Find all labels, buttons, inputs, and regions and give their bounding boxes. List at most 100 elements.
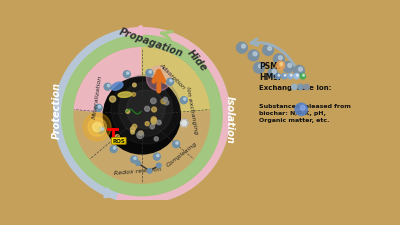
Circle shape bbox=[146, 67, 171, 91]
Circle shape bbox=[88, 118, 106, 137]
Circle shape bbox=[282, 74, 287, 79]
Circle shape bbox=[288, 74, 293, 79]
Circle shape bbox=[151, 99, 156, 104]
Circle shape bbox=[108, 85, 110, 87]
Circle shape bbox=[83, 114, 111, 141]
Text: HMs:: HMs: bbox=[259, 72, 281, 81]
Circle shape bbox=[110, 97, 116, 103]
Circle shape bbox=[131, 156, 138, 163]
Circle shape bbox=[300, 106, 305, 110]
Wedge shape bbox=[142, 48, 209, 116]
Text: Mineralization: Mineralization bbox=[92, 75, 103, 119]
Circle shape bbox=[295, 104, 308, 116]
Wedge shape bbox=[74, 48, 142, 116]
Circle shape bbox=[147, 169, 152, 173]
Circle shape bbox=[184, 98, 186, 101]
Circle shape bbox=[268, 69, 277, 78]
Circle shape bbox=[136, 161, 140, 166]
Circle shape bbox=[254, 63, 264, 74]
Circle shape bbox=[290, 75, 292, 77]
Circle shape bbox=[146, 70, 153, 77]
Circle shape bbox=[134, 158, 136, 160]
Text: ROS: ROS bbox=[112, 139, 125, 144]
Circle shape bbox=[138, 131, 143, 136]
Circle shape bbox=[184, 121, 186, 123]
Circle shape bbox=[55, 29, 229, 202]
Circle shape bbox=[274, 55, 284, 65]
Circle shape bbox=[163, 98, 168, 102]
Circle shape bbox=[114, 147, 116, 149]
Circle shape bbox=[176, 142, 178, 144]
Circle shape bbox=[253, 53, 257, 56]
Circle shape bbox=[101, 128, 104, 130]
Circle shape bbox=[272, 70, 276, 74]
Circle shape bbox=[296, 75, 298, 77]
Circle shape bbox=[137, 132, 144, 139]
Circle shape bbox=[278, 56, 282, 60]
Circle shape bbox=[152, 108, 156, 112]
Circle shape bbox=[131, 131, 134, 134]
Circle shape bbox=[126, 110, 130, 114]
Circle shape bbox=[149, 71, 152, 74]
Circle shape bbox=[294, 66, 304, 77]
Circle shape bbox=[167, 79, 174, 86]
Circle shape bbox=[288, 64, 292, 68]
Circle shape bbox=[298, 85, 303, 90]
Circle shape bbox=[150, 125, 154, 129]
Circle shape bbox=[95, 105, 102, 112]
Text: Propagation: Propagation bbox=[118, 26, 184, 59]
Circle shape bbox=[145, 107, 150, 112]
Circle shape bbox=[157, 155, 159, 157]
Circle shape bbox=[276, 62, 285, 70]
Circle shape bbox=[303, 75, 304, 77]
Circle shape bbox=[130, 127, 135, 132]
Circle shape bbox=[248, 51, 259, 61]
Circle shape bbox=[242, 45, 246, 49]
Ellipse shape bbox=[118, 92, 132, 98]
Circle shape bbox=[145, 122, 149, 126]
Circle shape bbox=[61, 35, 223, 196]
Text: Hide: Hide bbox=[185, 47, 209, 73]
Circle shape bbox=[154, 137, 158, 141]
Circle shape bbox=[151, 117, 156, 122]
Text: Complexing: Complexing bbox=[166, 141, 198, 168]
Circle shape bbox=[126, 91, 165, 129]
Circle shape bbox=[115, 135, 119, 139]
Text: Exchangeable ion:: Exchangeable ion: bbox=[259, 85, 331, 90]
Text: Protection: Protection bbox=[52, 81, 62, 138]
Circle shape bbox=[292, 85, 297, 90]
Circle shape bbox=[283, 62, 294, 73]
Text: PSM:: PSM: bbox=[259, 62, 281, 71]
Circle shape bbox=[161, 99, 166, 104]
Polygon shape bbox=[180, 120, 188, 127]
Circle shape bbox=[278, 75, 280, 77]
Circle shape bbox=[132, 84, 136, 87]
Circle shape bbox=[180, 97, 187, 104]
Circle shape bbox=[181, 120, 188, 127]
Circle shape bbox=[236, 43, 247, 54]
Circle shape bbox=[300, 74, 306, 79]
Circle shape bbox=[103, 78, 180, 154]
Circle shape bbox=[151, 119, 157, 125]
Circle shape bbox=[104, 84, 111, 91]
Circle shape bbox=[173, 141, 180, 148]
Circle shape bbox=[110, 146, 117, 153]
Text: Redox reaction: Redox reaction bbox=[114, 166, 162, 176]
Circle shape bbox=[111, 75, 180, 144]
Text: Ion exchanging: Ion exchanging bbox=[185, 86, 198, 134]
Text: Adsorption: Adsorption bbox=[159, 62, 186, 90]
Circle shape bbox=[157, 121, 161, 125]
Circle shape bbox=[119, 83, 173, 137]
Circle shape bbox=[156, 163, 161, 168]
Circle shape bbox=[98, 127, 105, 134]
Circle shape bbox=[132, 93, 136, 97]
Circle shape bbox=[263, 45, 274, 56]
Circle shape bbox=[154, 153, 160, 160]
Circle shape bbox=[276, 74, 281, 79]
Circle shape bbox=[74, 48, 210, 183]
Circle shape bbox=[92, 123, 102, 132]
Circle shape bbox=[258, 65, 262, 69]
Circle shape bbox=[268, 47, 272, 51]
Circle shape bbox=[280, 63, 283, 66]
Circle shape bbox=[304, 85, 309, 90]
